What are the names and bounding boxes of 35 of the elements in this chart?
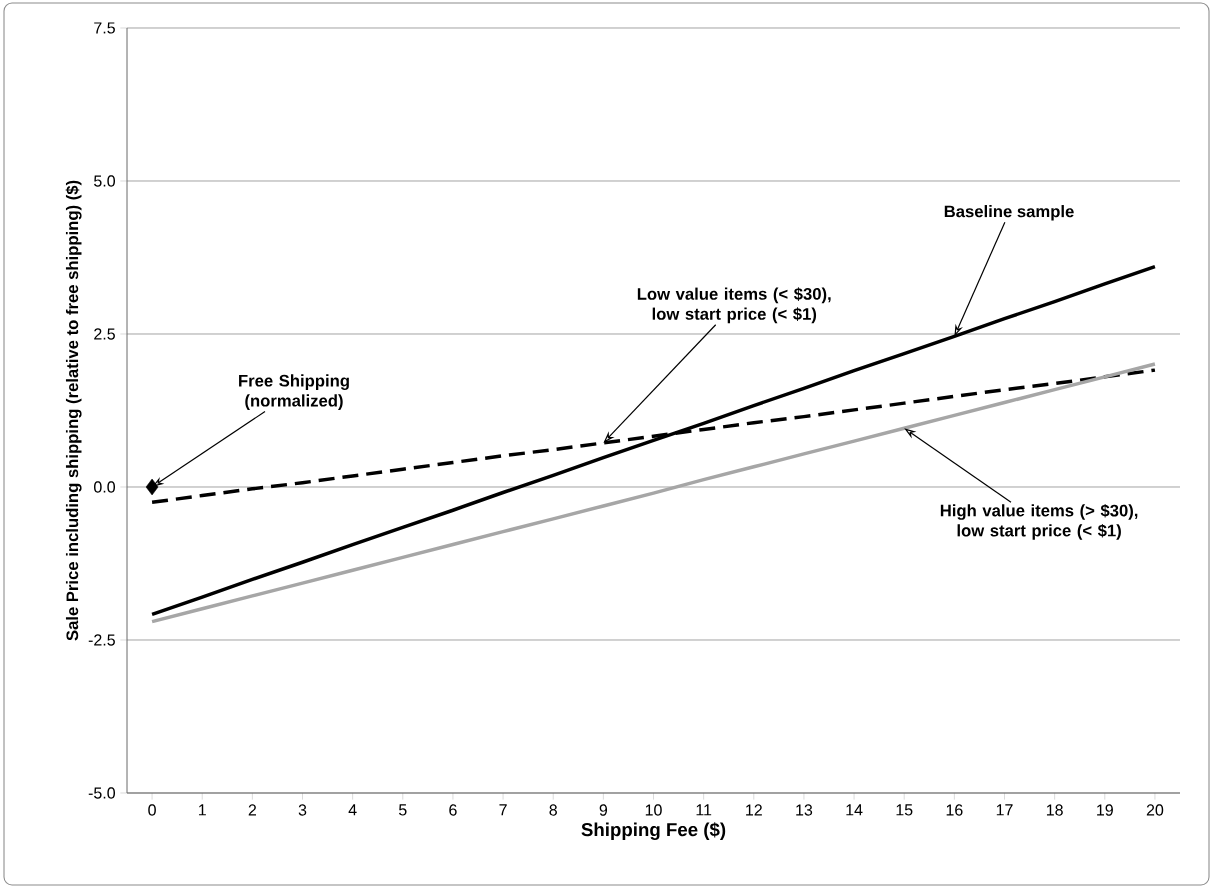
line-series: [150, 264, 1157, 617]
x-tick-label: 20: [1146, 804, 1164, 816]
x-tick-label: 7: [499, 804, 507, 816]
x-tick-label: 5: [398, 804, 407, 816]
x-tick-label: 14: [846, 804, 863, 816]
x-tick-label: 10: [645, 804, 662, 816]
x-tick-label: 11: [696, 804, 712, 816]
x-tick-label: 2: [248, 804, 257, 816]
x-tick-label: 1: [198, 804, 206, 816]
x-tick-label: 16: [946, 804, 963, 816]
annotation: Baseline sample: [944, 205, 1074, 221]
x-tick-label: 9: [599, 804, 608, 816]
y-tick-label: -5.0: [88, 787, 116, 799]
x-tick-label: 17: [996, 804, 1013, 816]
x-tick-label: 15: [896, 804, 913, 816]
x-tick-label: 12: [746, 804, 762, 816]
y-tick-label: 0.0: [94, 481, 116, 493]
x-tick-label: 3: [298, 804, 307, 816]
y-tick-label: 2.5: [94, 328, 115, 340]
x-axis-title: Shipping Fee ($): [581, 822, 726, 840]
y-tick-label: -2.5: [88, 634, 115, 646]
x-tick-label: 6: [449, 804, 457, 816]
x-tick-label: 8: [549, 804, 557, 816]
x-tick-label: 4: [348, 804, 357, 816]
y-tick-label: 5.0: [94, 175, 116, 187]
line-series: [150, 362, 1157, 624]
x-tick-label: 19: [1097, 804, 1113, 816]
annotation: Low value items (< $30), low start price (< $1): [637, 287, 831, 324]
y-axis-title: Sale Price including shipping (relative to free shipping) ($): [65, 180, 82, 641]
x-tick-label: 0: [148, 804, 156, 816]
y-tick-label: 7.5: [94, 22, 115, 34]
x-tick-label: 13: [796, 804, 813, 816]
x-tick-label: 18: [1046, 804, 1063, 816]
annotation: High value items (> $30), low start price (< $1): [940, 503, 1138, 540]
annotation: Free Shipping (normalized): [239, 374, 349, 410]
